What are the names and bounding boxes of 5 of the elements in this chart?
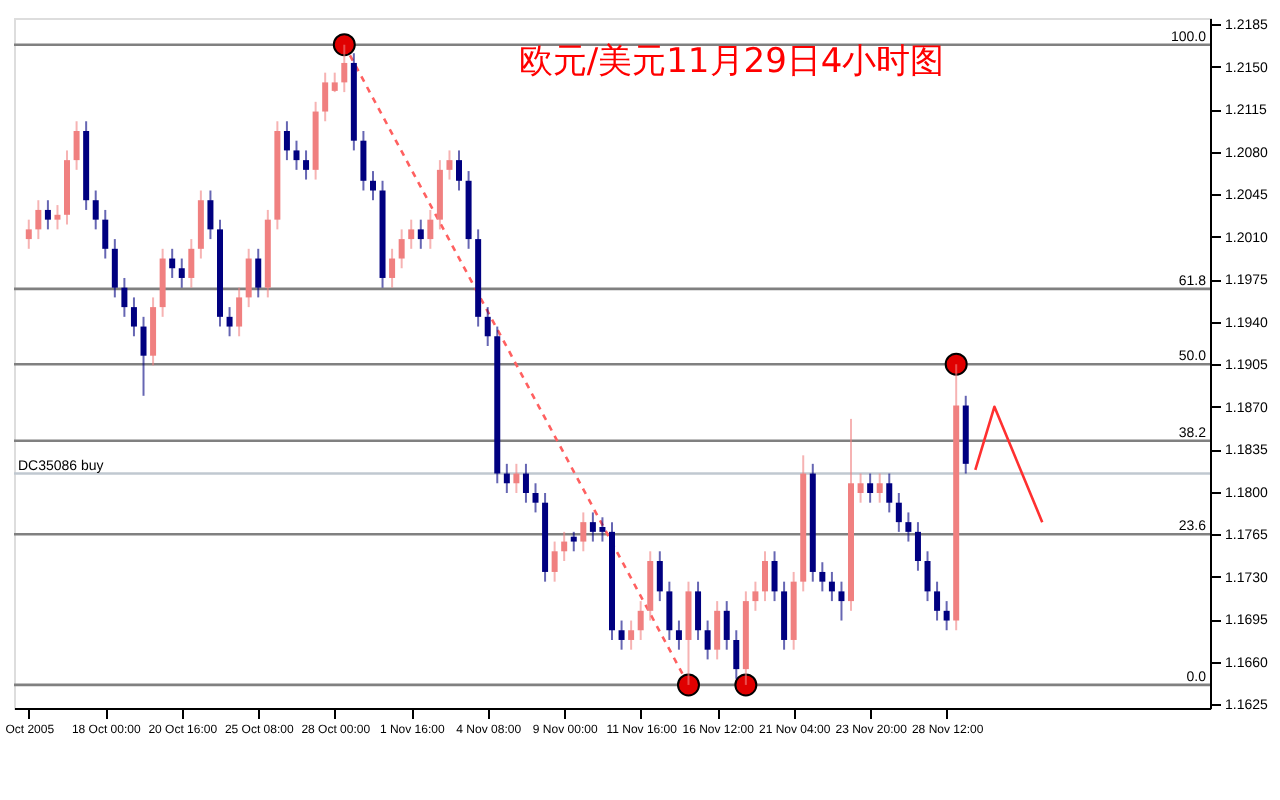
text: 欧元/美元11月29日4小时图 <box>518 42 945 82</box>
point <box>944 352 968 376</box>
point <box>332 33 356 57</box>
point <box>734 673 758 697</box>
point <box>677 673 700 697</box>
